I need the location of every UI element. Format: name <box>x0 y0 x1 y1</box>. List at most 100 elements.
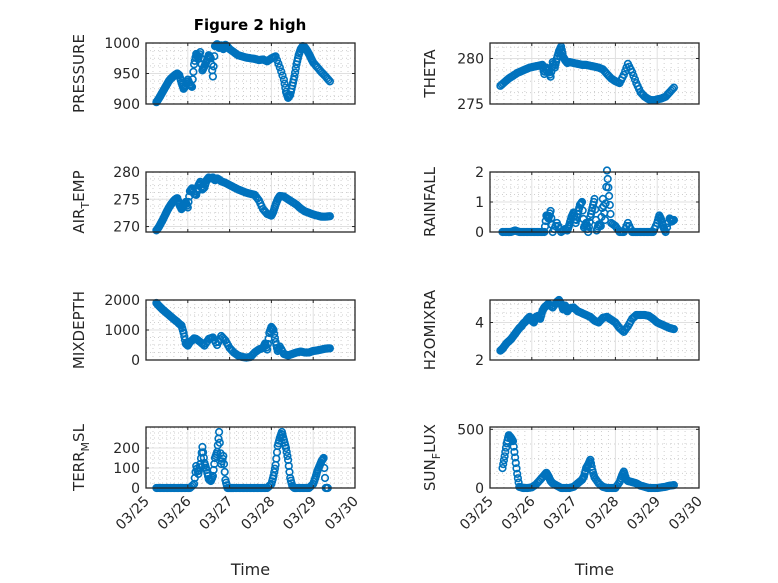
data-point <box>278 71 287 80</box>
y-tick-label: 2000 <box>104 293 140 309</box>
y-tick-label: 200 <box>113 441 140 457</box>
y-tick-label: 0 <box>475 225 484 241</box>
data-point <box>280 79 289 88</box>
data-point <box>277 67 286 76</box>
y-axis-label: RAINFALL <box>421 166 439 237</box>
y-tick-label: 1000 <box>104 36 140 52</box>
data-point <box>281 443 291 453</box>
data-point <box>208 72 217 81</box>
data-point <box>188 75 197 84</box>
figure-title: Figure 2 high <box>194 16 307 34</box>
data-point <box>283 451 292 461</box>
x-tick-label: 03/30 <box>322 494 362 534</box>
y-tick-label: 275 <box>457 97 484 113</box>
data-point <box>324 75 333 84</box>
data-point <box>508 437 518 446</box>
data-point <box>669 215 679 225</box>
data-point <box>590 194 599 204</box>
y-axis-label: MIXDEPTH <box>70 291 88 369</box>
axes-box <box>489 426 700 489</box>
x-tick-label: 03/28 <box>582 494 622 534</box>
data-point <box>513 474 523 483</box>
data-point <box>189 67 198 76</box>
y-tick-label: 900 <box>113 97 140 113</box>
data-point <box>320 463 329 473</box>
data-point <box>199 453 208 462</box>
y-tick-label: 1000 <box>104 323 140 339</box>
data-point <box>577 197 587 207</box>
data-point <box>219 451 228 461</box>
y-tick-label: 270 <box>113 220 140 236</box>
data-point <box>269 471 278 481</box>
data-point <box>669 83 679 92</box>
y-tick-label: 275 <box>113 192 140 208</box>
x-tick-label: 03/25 <box>457 494 497 534</box>
data-point <box>270 468 279 477</box>
x-axis-label: Time <box>230 560 270 579</box>
data-point <box>600 215 610 225</box>
data-point <box>215 438 224 447</box>
data-point <box>184 197 193 207</box>
y-tick-label: 500 <box>457 422 484 438</box>
data-point <box>215 427 224 437</box>
axes-box <box>489 42 700 105</box>
data-point <box>319 453 328 463</box>
data-point <box>668 84 677 94</box>
data-point <box>604 183 613 192</box>
y-tick-label: 950 <box>113 67 140 83</box>
x-tick-label: 03/27 <box>197 494 237 534</box>
data-point <box>263 339 273 349</box>
data-point <box>196 459 205 469</box>
data-point <box>220 467 229 477</box>
data-point <box>275 63 284 72</box>
subplot-air-temp: 270 275 280 AIRTEMP <box>70 165 356 236</box>
y-tick-label: 4 <box>475 316 484 332</box>
y-axis-label: AIRTEMP <box>70 170 92 233</box>
y-tick-label: 0 <box>131 481 140 497</box>
y-tick-label: 2 <box>475 165 484 181</box>
data-point <box>604 191 614 201</box>
data-point <box>270 329 279 339</box>
data-point <box>291 68 300 77</box>
y-axis-label: PRESSURE <box>70 34 88 113</box>
data-point <box>219 459 229 469</box>
data-point <box>511 458 520 468</box>
data-point <box>603 174 612 184</box>
y-tick-label: 0 <box>475 481 484 497</box>
data-point <box>325 344 335 353</box>
data-point <box>501 447 510 457</box>
x-tick-label: 03/29 <box>280 494 320 534</box>
x-tick-label: 03/30 <box>666 494 706 534</box>
data-point <box>578 206 587 215</box>
y-axis-label: SUNFLUX <box>421 424 443 491</box>
y-tick-label: 100 <box>113 461 140 477</box>
x-tick-label: 03/29 <box>624 494 664 534</box>
axes-box <box>489 299 700 361</box>
data-point <box>263 345 272 354</box>
subplot-theta: 275 280 THETA <box>421 42 700 113</box>
x-tick-label: 03/28 <box>238 494 278 534</box>
data-point <box>627 67 637 77</box>
x-tick-label: 03/26 <box>499 493 539 533</box>
x-tick-label: 03/26 <box>155 493 195 533</box>
y-tick-label: 280 <box>457 51 484 67</box>
data-point <box>605 200 614 210</box>
data-point <box>325 212 335 221</box>
data-point <box>510 447 519 457</box>
y-tick-label: 0 <box>131 353 140 369</box>
data-point <box>198 442 207 452</box>
data-point <box>290 72 299 81</box>
y-tick-label: 1 <box>475 195 484 211</box>
data-point <box>596 221 605 231</box>
data-point <box>630 75 640 84</box>
subplot-mixdepth: 0 1000 2000 MIXDEPTH <box>70 291 356 369</box>
data-point <box>183 203 192 212</box>
data-point <box>210 52 219 61</box>
subplot-rainfall: 0 1 2 RAINFALL <box>421 165 700 241</box>
data-point <box>279 75 289 84</box>
data-point <box>274 59 283 68</box>
data-point <box>602 166 612 175</box>
data-point <box>546 72 555 81</box>
axes-box <box>145 426 356 489</box>
